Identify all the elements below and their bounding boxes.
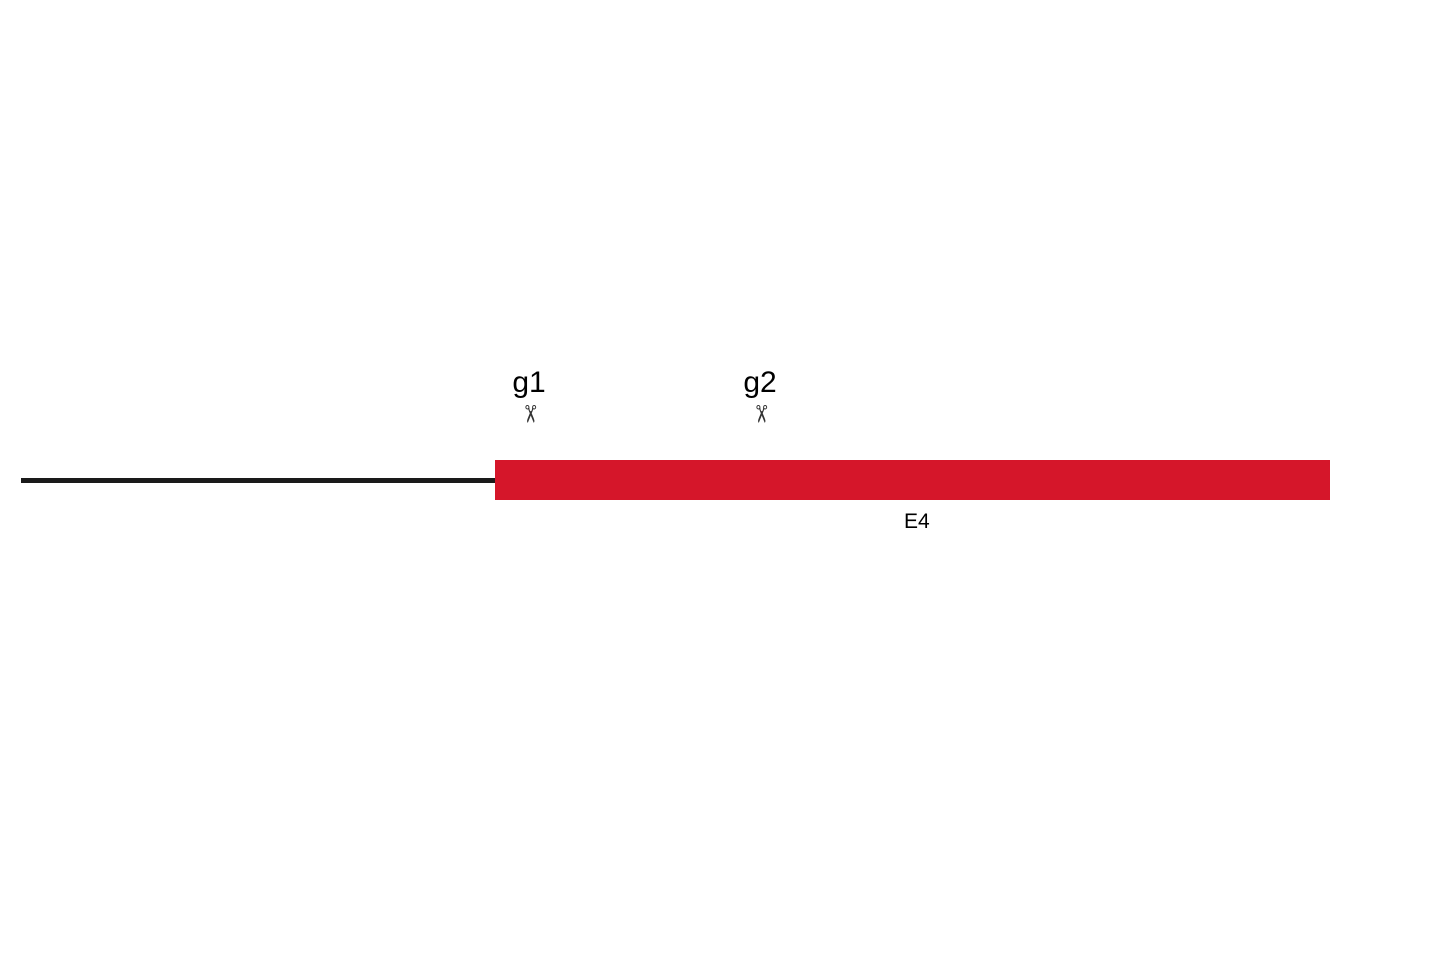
exon-e4 xyxy=(495,460,1330,500)
guide-g2-label: g2 xyxy=(740,368,780,398)
guide-g2: g2 ✂ xyxy=(740,368,780,426)
guide-g1-label: g1 xyxy=(509,368,549,398)
gene-diagram: E4 g1 ✂ g2 ✂ xyxy=(0,0,1440,960)
guide-g1: g1 ✂ xyxy=(509,368,549,426)
scissors-icon: ✂ xyxy=(517,404,541,424)
exon-label: E4 xyxy=(904,510,930,534)
intron-line xyxy=(21,478,495,483)
scissors-icon: ✂ xyxy=(748,404,772,424)
